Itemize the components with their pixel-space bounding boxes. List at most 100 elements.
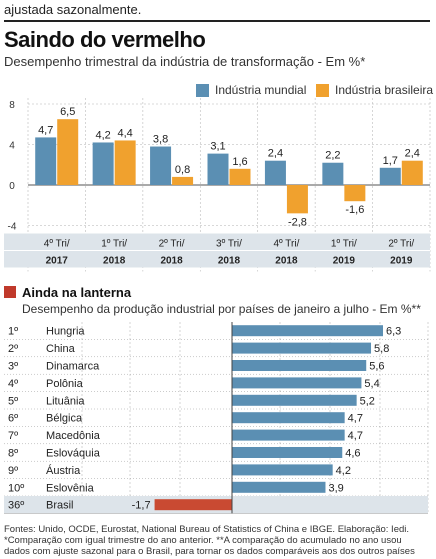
bar-value-label: 4,2 [336,465,351,477]
rank-label: 1º [8,326,18,338]
section-subtitle: Desempenho da produção industrial por pa… [22,302,421,316]
country-label: Eslováquia [46,448,101,460]
footnote: Fontes: Unido, OCDE, Eurostat, National … [4,524,415,557]
top-snippet-text: ajustada sazonalmente. [4,2,142,17]
rank-label: 9º [8,465,18,477]
x-tick-label-quarter: 2º Tri/ [159,239,185,250]
rank-label: 4º [8,378,18,390]
bar-country [232,325,383,337]
bar-value-label: 5,2 [360,395,375,407]
legend-item-world: Indústria mundial [196,83,306,97]
bar-brazil [57,119,79,185]
rank-label: 5º [8,395,18,407]
data-label-brazil: -1,6 [345,204,364,216]
bar-value-label: 5,6 [369,361,384,373]
country-label: Áustria [46,464,81,477]
bar-world [379,167,401,185]
x-tick-label-quarter: 2º Tri/ [388,239,414,250]
y-tick-label: -4 [8,222,17,233]
bar-world [35,137,57,185]
rank-label: 2º [8,343,18,355]
bar-world [264,160,286,185]
bar-world [207,153,229,185]
data-label-world: 4,2 [95,129,110,141]
data-label-world: 3,1 [210,141,225,153]
data-label-world: 2,2 [325,150,340,162]
x-tick-label-quarter: 4º Tri/ [44,239,70,250]
x-tick-label-quarter: 3º Tri/ [216,239,242,250]
chart-title: Saindo do vermelho [4,27,206,52]
chart-subtitle: Desempenho trimestral da indústria de tr… [4,54,366,69]
country-label: Macedônia [46,430,101,442]
bar-brazil [344,185,366,202]
quarterly-bar-chart: 8 4 0 -4 4,7 6,5 4º Tri/2017 4,2 4,4 1º Tri/2018 3… [4,98,431,272]
data-label-brazil: 2,4 [405,148,420,160]
bar-brazil [172,176,194,185]
bar-country [232,429,345,441]
x-tick-label-quarter: 1º Tri/ [101,239,127,250]
rank-label: 10º [8,482,24,494]
bar-country [232,342,372,354]
legend-swatch-world [196,83,209,97]
bar-value-label: 4,6 [345,448,360,460]
y-tick-label: 0 [9,181,15,192]
x-tick-label-year: 2018 [218,256,241,267]
bar-country [232,394,357,406]
country-label: China [46,343,76,355]
bar-value-label: 4,7 [348,413,363,425]
x-tick-label-year: 2019 [390,256,413,267]
bar-world [150,146,172,185]
bar-country-negative [154,499,232,511]
bar-brazil [114,140,136,185]
rank-label: 36º [8,500,24,512]
rank-label: 8º [8,448,18,460]
y-tick-label: 8 [9,100,15,111]
country-label: Brasil [46,500,74,512]
data-label-brazil: 0,8 [175,164,190,176]
bar-country [232,412,345,424]
top-rule [4,20,430,22]
x-tick-label-year: 2018 [275,256,298,267]
x-tick-label-quarter: 1º Tri/ [331,239,357,250]
bar-value-label: -1,7 [132,500,151,512]
bar-brazil [229,168,251,185]
data-label-brazil: 6,5 [60,106,75,118]
bar-value-label: 5,4 [364,378,379,390]
bar-value-label: 3,9 [328,482,343,494]
section-title: Ainda na lanterna [22,285,132,300]
rank-label: 6º [8,413,18,425]
x-tick-label-year: 2017 [46,256,69,267]
bar-brazil [401,160,423,185]
bar-country [232,481,326,493]
data-label-brazil: -2,8 [288,216,307,228]
data-label-world: 2,4 [268,148,283,160]
legend-label-brazil: Indústria brasileira [335,83,434,97]
data-label-world: 3,8 [153,134,168,146]
bar-value-label: 6,3 [386,326,401,338]
country-label: Bélgica [46,413,83,425]
legend-item-brazil: Indústria brasileira [316,83,433,97]
country-label: Polônia [46,378,84,390]
x-tick-label-year: 2018 [103,256,126,267]
bar-country [232,360,367,371]
bar-value-label: 4,7 [348,430,363,442]
x-tick-label-quarter: 4º Tri/ [273,239,299,250]
bar-country [232,447,343,458]
x-tick-label-year: 2019 [333,256,356,267]
bar-value-label: 5,8 [374,343,389,355]
bar-brazil [286,185,308,214]
rank-label: 3º [8,361,18,373]
data-label-world: 1,7 [383,155,398,167]
ranking-bar-chart: 1º Hungria 6,3 2º China 5,8 3º Dinamarca 5,6 4º Po… [4,322,429,514]
bar-world [322,162,344,185]
legend-label-world: Indústria mundial [215,83,307,97]
bar-world [92,142,114,185]
rank-label: 7º [8,430,18,442]
x-tick-label-year: 2018 [160,256,183,267]
section-marker [4,286,16,298]
data-label-world: 4,7 [38,124,53,136]
country-label: Lituânia [46,395,85,407]
data-label-brazil: 4,4 [117,127,132,139]
legend-swatch-brazil [316,83,329,97]
country-label: Hungria [46,326,85,338]
